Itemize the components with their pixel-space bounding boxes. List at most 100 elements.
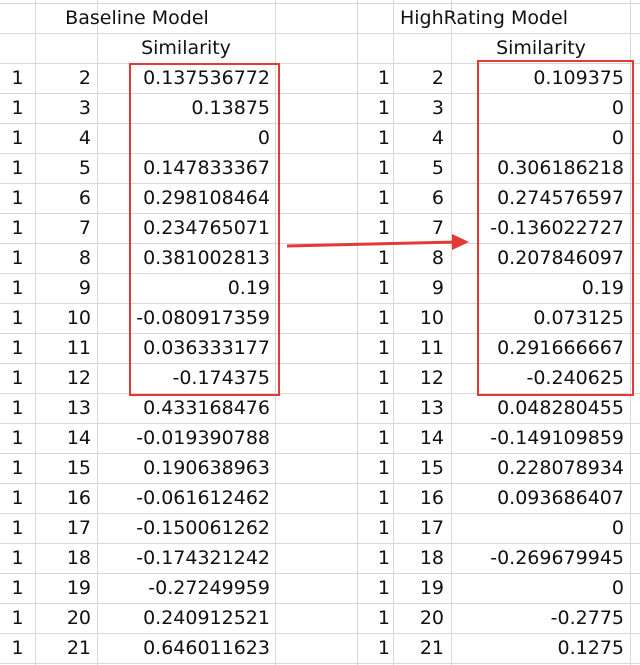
baseline-similarity-cell[interactable]: -0.061612462 — [136, 487, 270, 509]
highrating-item-b-cell[interactable]: 14 — [419, 427, 444, 449]
highrating-item-a-cell[interactable]: 1 — [377, 367, 390, 389]
highrating-item-a-cell[interactable]: 1 — [377, 247, 390, 269]
baseline-item-a-cell[interactable]: 1 — [11, 397, 24, 419]
highrating-item-a-cell[interactable]: 1 — [377, 277, 390, 299]
baseline-item-b-cell[interactable]: 11 — [66, 337, 91, 359]
highrating-item-b-cell[interactable]: 15 — [419, 457, 444, 479]
baseline-item-a-cell[interactable]: 1 — [11, 157, 24, 179]
baseline-similarity-cell[interactable]: 0.381002813 — [143, 247, 270, 269]
baseline-similarity-cell[interactable]: 0.036333177 — [143, 337, 270, 359]
highrating-similarity-cell[interactable]: 0.109375 — [533, 67, 624, 89]
baseline-item-a-cell[interactable]: 1 — [11, 577, 24, 599]
baseline-item-b-cell[interactable]: 15 — [66, 457, 91, 479]
highrating-similarity-cell[interactable]: 0.228078934 — [497, 457, 624, 479]
baseline-item-a-cell[interactable]: 1 — [11, 127, 24, 149]
highrating-similarity-cell[interactable]: -0.2775 — [550, 607, 624, 629]
baseline-item-b-cell[interactable]: 12 — [66, 367, 91, 389]
baseline-item-a-cell[interactable]: 1 — [11, 97, 24, 119]
baseline-item-a-cell[interactable]: 1 — [11, 217, 24, 239]
baseline-similarity-cell[interactable]: 0.137536772 — [143, 67, 270, 89]
highrating-item-b-cell[interactable]: 13 — [419, 397, 444, 419]
highrating-similarity-cell[interactable]: -0.240625 — [526, 367, 624, 389]
baseline-item-b-cell[interactable]: 13 — [66, 397, 91, 419]
baseline-item-a-cell[interactable]: 1 — [11, 367, 24, 389]
baseline-item-a-cell[interactable]: 1 — [11, 307, 24, 329]
baseline-item-b-cell[interactable]: 17 — [66, 517, 91, 539]
highrating-item-a-cell[interactable]: 1 — [377, 337, 390, 359]
highrating-item-a-cell[interactable]: 1 — [377, 427, 390, 449]
highrating-item-a-cell[interactable]: 1 — [377, 397, 390, 419]
highrating-item-b-cell[interactable]: 3 — [431, 97, 444, 119]
highrating-similarity-cell[interactable]: 0.093686407 — [497, 487, 624, 509]
highrating-item-b-cell[interactable]: 19 — [419, 577, 444, 599]
baseline-similarity-cell[interactable]: -0.080917359 — [136, 307, 270, 329]
baseline-item-b-cell[interactable]: 10 — [66, 307, 91, 329]
highrating-item-b-cell[interactable]: 10 — [419, 307, 444, 329]
highrating-similarity-cell[interactable]: 0 — [611, 577, 624, 599]
baseline-similarity-cell[interactable]: -0.174375 — [172, 367, 270, 389]
highrating-item-a-cell[interactable]: 1 — [377, 187, 390, 209]
highrating-similarity-cell[interactable]: 0.274576597 — [497, 187, 624, 209]
highrating-item-b-cell[interactable]: 21 — [419, 637, 444, 659]
baseline-similarity-cell[interactable]: 0 — [257, 127, 270, 149]
baseline-item-a-cell[interactable]: 1 — [11, 337, 24, 359]
highrating-item-a-cell[interactable]: 1 — [377, 67, 390, 89]
highrating-item-b-cell[interactable]: 12 — [419, 367, 444, 389]
highrating-item-b-cell[interactable]: 2 — [431, 67, 444, 89]
baseline-similarity-cell[interactable]: -0.27249959 — [148, 577, 270, 599]
highrating-item-a-cell[interactable]: 1 — [377, 97, 390, 119]
highrating-item-b-cell[interactable]: 20 — [419, 607, 444, 629]
highrating-item-a-cell[interactable]: 1 — [377, 157, 390, 179]
highrating-model-title[interactable]: HighRating Model — [399, 7, 568, 29]
baseline-item-a-cell[interactable]: 1 — [11, 517, 24, 539]
baseline-item-b-cell[interactable]: 6 — [78, 187, 91, 209]
highrating-item-a-cell[interactable]: 1 — [377, 637, 390, 659]
highrating-item-b-cell[interactable]: 4 — [431, 127, 444, 149]
baseline-item-b-cell[interactable]: 4 — [78, 127, 91, 149]
baseline-similarity-cell[interactable]: 0.646011623 — [143, 637, 270, 659]
baseline-item-b-cell[interactable]: 19 — [66, 577, 91, 599]
baseline-item-b-cell[interactable]: 5 — [78, 157, 91, 179]
baseline-item-a-cell[interactable]: 1 — [11, 547, 24, 569]
baseline-item-b-cell[interactable]: 20 — [66, 607, 91, 629]
highrating-item-b-cell[interactable]: 5 — [431, 157, 444, 179]
baseline-item-b-cell[interactable]: 18 — [66, 547, 91, 569]
highrating-item-a-cell[interactable]: 1 — [377, 607, 390, 629]
baseline-item-b-cell[interactable]: 16 — [66, 487, 91, 509]
baseline-item-a-cell[interactable]: 1 — [11, 427, 24, 449]
baseline-similarity-cell[interactable]: 0.190638963 — [143, 457, 270, 479]
highrating-item-b-cell[interactable]: 18 — [419, 547, 444, 569]
highrating-item-a-cell[interactable]: 1 — [377, 487, 390, 509]
highrating-item-a-cell[interactable]: 1 — [377, 307, 390, 329]
highrating-similarity-cell[interactable]: 0.306186218 — [497, 157, 624, 179]
baseline-item-b-cell[interactable]: 9 — [78, 277, 91, 299]
baseline-item-a-cell[interactable]: 1 — [11, 247, 24, 269]
baseline-similarity-header[interactable]: Similarity — [141, 37, 231, 59]
highrating-item-b-cell[interactable]: 11 — [419, 337, 444, 359]
highrating-item-b-cell[interactable]: 9 — [431, 277, 444, 299]
highrating-item-a-cell[interactable]: 1 — [377, 457, 390, 479]
highrating-similarity-cell[interactable]: 0.048280455 — [497, 397, 624, 419]
baseline-similarity-cell[interactable]: -0.150061262 — [136, 517, 270, 539]
highrating-similarity-cell[interactable]: 0.207846097 — [497, 247, 624, 269]
baseline-item-b-cell[interactable]: 14 — [66, 427, 91, 449]
highrating-item-b-cell[interactable]: 16 — [419, 487, 444, 509]
highrating-item-b-cell[interactable]: 8 — [431, 247, 444, 269]
baseline-similarity-cell[interactable]: 0.298108464 — [143, 187, 270, 209]
highrating-similarity-cell[interactable]: -0.149109859 — [490, 427, 624, 449]
baseline-similarity-cell[interactable]: -0.174321242 — [136, 547, 270, 569]
highrating-item-b-cell[interactable]: 6 — [431, 187, 444, 209]
highrating-item-a-cell[interactable]: 1 — [377, 217, 390, 239]
baseline-item-a-cell[interactable]: 1 — [11, 67, 24, 89]
baseline-item-b-cell[interactable]: 21 — [66, 637, 91, 659]
highrating-similarity-cell[interactable]: -0.269679945 — [490, 547, 624, 569]
baseline-item-a-cell[interactable]: 1 — [11, 187, 24, 209]
baseline-item-a-cell[interactable]: 1 — [11, 637, 24, 659]
baseline-similarity-cell[interactable]: 0.13875 — [191, 97, 270, 119]
highrating-similarity-cell[interactable]: 0.19 — [581, 277, 624, 299]
baseline-similarity-cell[interactable]: 0.234765071 — [143, 217, 270, 239]
baseline-item-a-cell[interactable]: 1 — [11, 487, 24, 509]
baseline-similarity-cell[interactable]: -0.019390788 — [136, 427, 270, 449]
baseline-item-b-cell[interactable]: 8 — [78, 247, 91, 269]
highrating-similarity-header[interactable]: Similarity — [496, 37, 586, 59]
